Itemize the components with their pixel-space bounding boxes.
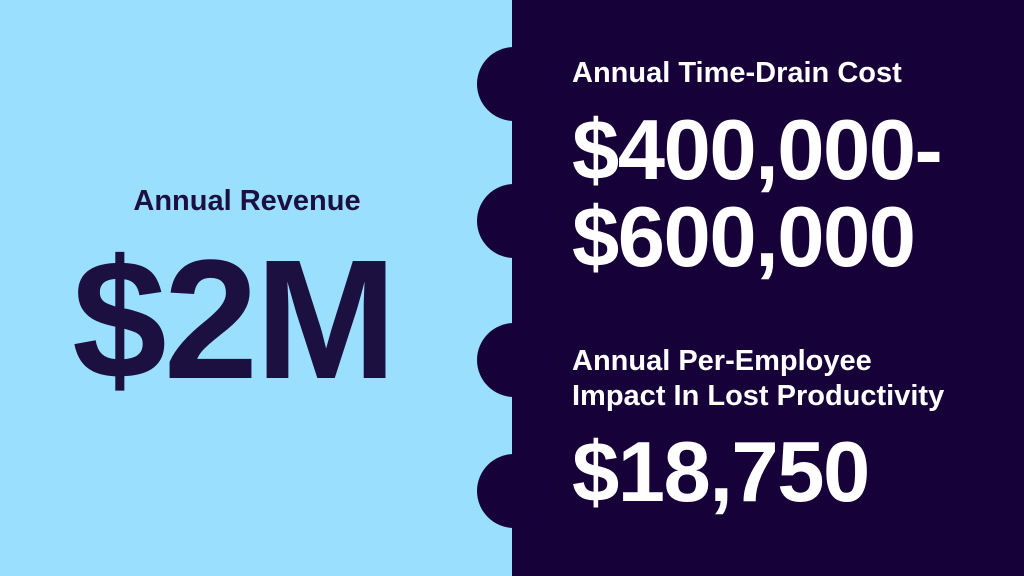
- scallop-bump-4: [477, 454, 551, 528]
- annual-revenue-value: $2M: [72, 225, 397, 415]
- dark-stats-panel: [512, 0, 1024, 576]
- per-employee-impact-label: Annual Per-Employee Impact In Lost Produ…: [572, 344, 944, 414]
- time-drain-cost-label: Annual Time-Drain Cost: [572, 57, 902, 89]
- per-employee-impact-label-line1: Annual Per-Employee: [572, 345, 872, 377]
- scallop-bump-1: [477, 47, 551, 121]
- time-drain-cost-value-line1: $400,000-: [572, 103, 943, 198]
- time-drain-cost-value-line2: $600,000: [572, 190, 916, 285]
- scallop-bump-2: [477, 184, 551, 258]
- per-employee-impact-value: $18,750: [572, 425, 870, 520]
- annual-revenue-label: Annual Revenue: [133, 185, 361, 217]
- per-employee-impact-label-line2: Impact In Lost Productivity: [572, 380, 945, 412]
- time-drain-cost-value: $400,000- $600,000: [572, 103, 943, 285]
- scallop-bump-3: [477, 323, 551, 397]
